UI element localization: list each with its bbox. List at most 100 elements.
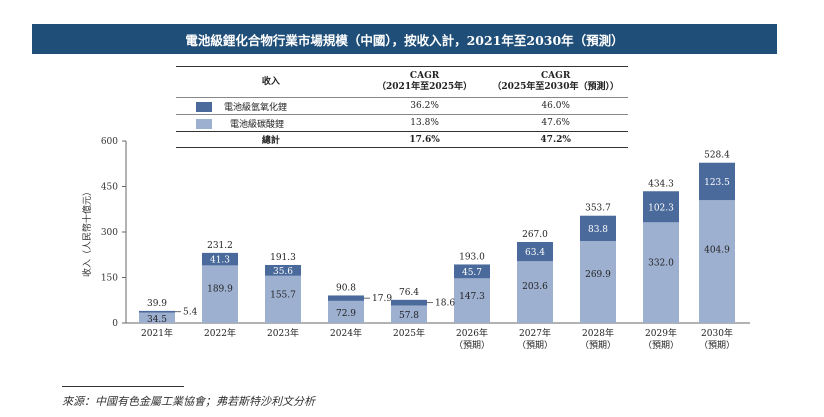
total-value-label: 528.4 — [704, 151, 730, 161]
source-note: 來源：中國有色金屬工業協會；弗若斯特沙利文分析 — [62, 395, 315, 408]
x-tick-sublabel: （預期） — [517, 340, 553, 351]
table-row-hydroxide: 電池級氫氧化鋰 36.2% 46.0% — [176, 97, 628, 115]
hydroxide-value-label: 5.4 — [183, 308, 198, 318]
cagr-value: 13.8% — [365, 114, 484, 132]
carbonate-value-label: 57.8 — [399, 311, 419, 321]
carbonate-value-label: 155.7 — [270, 291, 296, 301]
total-value-label: 434.3 — [648, 179, 674, 189]
total-value-label: 231.2 — [207, 241, 233, 251]
header-cagr-2021-2025: CAGR （2021年至2025年） — [365, 66, 484, 98]
bar-carbonate — [643, 222, 679, 323]
carbonate-value-label: 34.5 — [147, 315, 167, 325]
x-tick-sublabel: （預期） — [643, 340, 679, 351]
cagr-value: 47.6% — [483, 114, 628, 132]
x-tick-label: 2028年 — [582, 327, 614, 339]
cagr-value: 47.2% — [483, 131, 628, 148]
header-cagr-2025-2030-line2: （2025年至2030年（預測）） — [492, 82, 619, 92]
hydroxide-value-label: 63.4 — [525, 248, 545, 258]
x-tick-label: 2027年 — [519, 327, 551, 339]
carbonate-value-label: 189.9 — [207, 284, 233, 294]
x-tick-sublabel: （預期） — [699, 340, 735, 351]
legend-cell-hydroxide: 電池級氫氧化鋰 — [176, 97, 366, 115]
x-tick-label: 2026年 — [456, 327, 488, 339]
hydroxide-value-label: 18.6 — [435, 299, 455, 309]
hydroxide-value-label: 35.6 — [273, 267, 293, 277]
carbonate-value-label: 203.6 — [522, 282, 548, 292]
legend-cell-carbonate: 電池級碳酸鋰 — [176, 114, 366, 132]
x-tick-label: 2024年 — [330, 327, 362, 339]
bar-carbonate — [328, 300, 364, 323]
carbonate-value-label: 72.9 — [336, 309, 356, 319]
header-cagr-2021-2025-line1: CAGR — [409, 71, 440, 81]
bar-hydroxide — [139, 310, 175, 313]
bar-hydroxide — [328, 295, 364, 301]
x-tick-sublabel: （預期） — [454, 340, 490, 351]
hydroxide-value-label: 17.9 — [372, 294, 392, 304]
total-value-label: 193.0 — [459, 252, 485, 262]
x-tick-label: 2021年 — [141, 327, 173, 339]
header-revenue: 收入 — [176, 66, 366, 98]
bar-hydroxide — [202, 252, 238, 266]
cagr-value: 17.6% — [365, 131, 484, 148]
y-tick-label: 300 — [101, 228, 118, 238]
bar-hydroxide — [517, 242, 553, 262]
carbonate-value-label: 404.9 — [704, 245, 730, 255]
bar-hydroxide — [643, 191, 679, 223]
bar-hydroxide — [391, 299, 427, 306]
total-value-label: 191.3 — [270, 253, 296, 263]
x-tick-label: 2029年 — [645, 327, 677, 339]
header-cagr-2021-2025-line2: （2021年至2025年） — [377, 82, 473, 92]
carbonate-value-label: 332.0 — [648, 259, 674, 269]
cagr-table: 收入 CAGR （2021年至2025年） CAGR （2025年至2030年（… — [176, 66, 628, 148]
table-row-carbonate: 電池級碳酸鋰 13.8% 47.6% — [176, 114, 628, 132]
header-cagr-2025-2030: CAGR （2025年至2030年（預測）） — [483, 66, 628, 98]
x-tick-sublabel: （預期） — [580, 340, 616, 351]
legend-label-hydroxide: 電池級氫氧化鋰 — [224, 102, 288, 113]
bar-hydroxide — [580, 215, 616, 242]
x-tick-label: 2022年 — [204, 327, 236, 339]
hydroxide-value-label: 45.7 — [462, 268, 482, 278]
bar-hydroxide — [265, 264, 301, 276]
cagr-table-header: 收入 CAGR （2021年至2025年） CAGR （2025年至2030年（… — [176, 66, 628, 98]
y-tick-label: 150 — [101, 274, 118, 284]
bar-carbonate — [391, 305, 427, 323]
y-tick-label: 600 — [101, 137, 118, 147]
carbonate-value-label: 269.9 — [585, 270, 611, 280]
y-tick-label: 0 — [112, 319, 118, 329]
table-row-total: 總計 17.6% 47.2% — [176, 131, 628, 148]
bar-carbonate — [139, 312, 175, 323]
bar-carbonate — [580, 241, 616, 323]
bar-carbonate — [454, 278, 490, 323]
chart-title: 電池級鋰化合物行業市場規模（中國），按收入計，2021年至2030年（預測） — [32, 24, 777, 54]
bars — [139, 162, 735, 323]
y-axis-title: 收入（人民幣十億元） — [81, 187, 93, 277]
hydroxide-value-label: 102.3 — [648, 203, 674, 213]
total-value-label: 90.8 — [336, 283, 356, 293]
x-tick-label: 2023年 — [267, 327, 299, 339]
total-value-label: 76.4 — [399, 288, 419, 298]
header-cagr-2025-2030-line1: CAGR — [541, 71, 571, 81]
x-tick-label: 2030年 — [701, 327, 733, 339]
total-value-label: 353.7 — [585, 204, 611, 214]
bar-hydroxide — [454, 264, 490, 279]
legend-label-carbonate: 電池級碳酸鋰 — [230, 119, 285, 130]
legend-swatch-carbonate — [196, 119, 212, 129]
source-divider — [62, 386, 184, 387]
carbonate-value-label: 147.3 — [459, 292, 485, 302]
bar-carbonate — [265, 275, 301, 323]
hydroxide-value-label: 41.3 — [210, 256, 230, 266]
total-value-label: 39.9 — [147, 299, 167, 309]
bar-carbonate — [202, 265, 238, 323]
legend-swatch-hydroxide — [196, 102, 212, 112]
x-tick-label: 2025年 — [393, 327, 425, 339]
y-tick-label: 450 — [101, 183, 118, 193]
labels: 39.9 34.5 5.4 2021年 231.2 189.9 41.3 2022年 191.3… — [141, 151, 735, 351]
bar-carbonate — [517, 261, 553, 323]
total-label: 總計 — [176, 131, 366, 148]
cagr-value: 36.2% — [365, 97, 484, 115]
hydroxide-value-label: 123.5 — [704, 178, 730, 188]
bar-carbonate — [699, 200, 735, 323]
bar-hydroxide — [699, 162, 735, 201]
total-value-label: 267.0 — [522, 230, 548, 240]
